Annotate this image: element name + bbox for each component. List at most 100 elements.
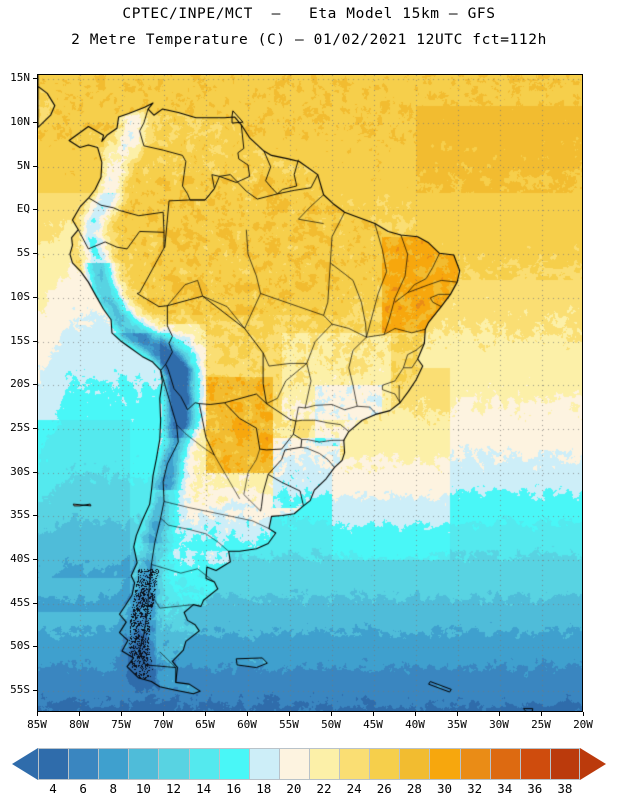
- colorbar-under-arrow: [12, 748, 38, 780]
- x-axis-tick-label: 85W: [27, 718, 47, 731]
- colorbar-swatch: [248, 748, 279, 780]
- colorbar-swatch: [339, 748, 370, 780]
- colorbar-over-arrow: [580, 748, 606, 780]
- x-axis-tickmark: [541, 712, 542, 716]
- y-axis-tick-label: 40S: [10, 552, 30, 566]
- colorbar-tick-label: 12: [165, 781, 182, 796]
- colorbar: 4 6 8 10 12 14 16 18 20 22 24 26 28 30 32 34 36 38: [0, 744, 618, 800]
- colorbar-swatch: [429, 748, 460, 780]
- y-axis-tickmark: [33, 122, 37, 124]
- colorbar-tick-label: 32: [467, 781, 483, 796]
- colorbar-tick-label: 28: [406, 781, 422, 796]
- colorbar-tick-label: 22: [316, 781, 332, 796]
- y-axis-tick-label: 10S: [10, 289, 30, 303]
- y-axis-tick-label: 5N: [16, 158, 30, 172]
- y-axis-tickmark: [33, 296, 37, 298]
- x-axis-tickmark: [499, 712, 500, 716]
- x-axis-tickmark: [289, 712, 290, 716]
- y-axis-tickmark: [33, 78, 37, 80]
- y-axis-tick-label: 30S: [10, 464, 30, 478]
- colorbar-tick-label: 38: [557, 781, 573, 796]
- colorbar-tick-label: 20: [286, 781, 302, 796]
- colorbar-tick-label: 34: [497, 781, 513, 796]
- y-axis-tick-label: 20S: [10, 377, 30, 391]
- y-axis-tickmark: [33, 427, 37, 429]
- colorbar-tick-label: 36: [527, 781, 543, 796]
- y-axis-tick-label: 5S: [16, 246, 30, 260]
- y-axis-tickmark: [33, 253, 37, 255]
- x-axis-tickmark: [583, 712, 584, 716]
- y-axis-tickmark: [33, 209, 37, 211]
- colorbar-tick-label: 18: [256, 781, 272, 796]
- y-axis-tickmark: [33, 646, 37, 648]
- x-axis-tickmark: [331, 712, 332, 716]
- y-axis-tick-label: 25S: [10, 420, 30, 434]
- y-axis-tick-label: 35S: [10, 508, 30, 522]
- y-axis-tickmark: [33, 515, 37, 517]
- colorbar-tick-label: 24: [346, 781, 362, 796]
- x-axis-tickmark: [247, 712, 248, 716]
- x-axis-tickmark: [37, 712, 38, 716]
- variable-title: 2 Metre Temperature (C) — 01/02/2021 12U…: [71, 32, 547, 48]
- y-axis-tickmark: [33, 471, 37, 473]
- x-axis-tick-label: 70W: [153, 718, 173, 731]
- colorbar-swatch: [38, 748, 69, 780]
- colorbar-swatch: [489, 748, 520, 780]
- title-block: CPTEC/INPE/MCT — Eta Model 15km — GFS 2 …: [0, 0, 618, 66]
- temperature-map-plot: [37, 74, 583, 712]
- x-axis-tickmark: [457, 712, 458, 716]
- x-axis-tick-label: 45W: [363, 718, 383, 731]
- x-axis-tickmark: [205, 712, 206, 716]
- y-axis-tick-label: 45S: [10, 595, 30, 609]
- colorbar-swatch: [369, 748, 400, 780]
- y-axis-tick-label: 55S: [10, 683, 30, 697]
- y-axis-tickmark: [33, 165, 37, 167]
- x-axis-tick-label: 25W: [531, 718, 551, 731]
- colorbar-swatch: [399, 748, 430, 780]
- y-axis-tick-label: 10N: [10, 115, 30, 129]
- y-axis-tickmark: [33, 602, 37, 604]
- colorbar-tick-label: 14: [196, 781, 212, 796]
- colorbar-tick-label: 8: [109, 781, 118, 796]
- y-axis-tick-label: 15N: [10, 71, 30, 85]
- x-axis-tick-label: 50W: [321, 718, 341, 731]
- colorbar-tick-label: 4: [49, 781, 57, 796]
- x-axis-tickmark: [121, 712, 122, 716]
- colorbar-tick-label: 30: [436, 781, 453, 796]
- x-axis-tickmark: [415, 712, 416, 716]
- colorbar-swatch: [128, 748, 159, 780]
- x-axis-tick-label: 55W: [279, 718, 299, 731]
- y-axis-tickmark: [33, 690, 37, 692]
- colorbar-swatch: [308, 748, 340, 780]
- x-axis-tick-label: 60W: [237, 718, 257, 731]
- colorbar-swatch: [188, 748, 219, 780]
- x-axis-tick-label: 75W: [111, 718, 131, 731]
- x-axis-tick-label: 40W: [405, 718, 425, 731]
- x-axis-tick-label: 35W: [447, 718, 467, 731]
- x-axis-tick-label: 65W: [195, 718, 215, 731]
- temperature-field-canvas: [38, 75, 582, 711]
- y-axis-tickmark: [33, 340, 37, 342]
- colorbar-swatch: [519, 748, 550, 780]
- x-axis-tick-label: 80W: [69, 718, 89, 731]
- y-axis-tick-label: 15S: [10, 333, 30, 347]
- colorbar-swatch: [278, 748, 309, 780]
- colorbar-tick-label: 26: [376, 781, 392, 796]
- colorbar-tick-label: 10: [135, 781, 151, 796]
- colorbar-swatch: [459, 748, 490, 780]
- y-axis-tickmark: [33, 559, 37, 561]
- colorbar-tick-label: 16: [226, 781, 242, 796]
- x-axis-tick-label: 30W: [489, 718, 509, 731]
- colorbar-swatch: [98, 748, 129, 780]
- x-axis-tick-label: 20W: [573, 718, 593, 731]
- colorbar-swatch: [218, 748, 249, 780]
- model-title: CPTEC/INPE/MCT — Eta Model 15km — GFS: [122, 6, 496, 22]
- y-axis-tickmark: [33, 384, 37, 386]
- x-axis-tickmark: [79, 712, 80, 716]
- colorbar-swatch: [68, 748, 99, 780]
- x-axis-tickmark: [163, 712, 164, 716]
- colorbar-swatch: [549, 748, 580, 780]
- colorbar-tick-label: 6: [79, 781, 87, 796]
- y-axis-tick-label: 50S: [10, 639, 30, 653]
- colorbar-swatches: [38, 748, 580, 780]
